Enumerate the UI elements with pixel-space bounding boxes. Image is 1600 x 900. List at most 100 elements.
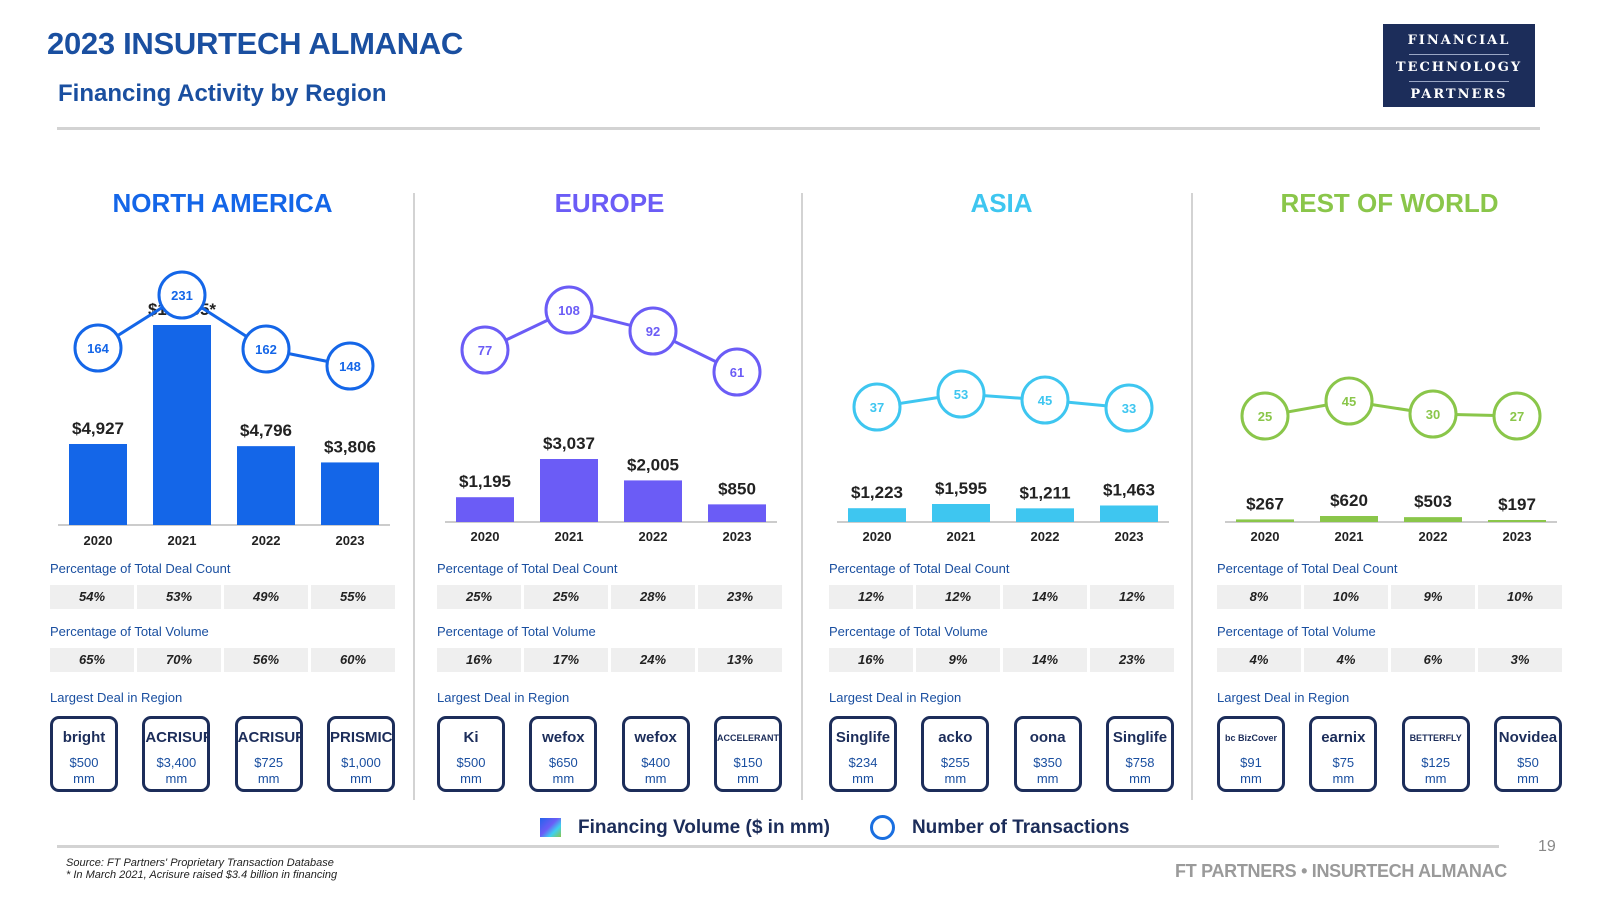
pct-cell: 9% [916,648,1000,672]
region-chart: $267 2020 $620 2021 $503 2022 $197 2023 25 45 30 27 [1225,376,1557,544]
category-label: 2023 [723,529,752,544]
deal-amount: $500 [456,755,486,770]
transactions-marker [1240,391,1290,441]
transactions-count-label: 30 [1426,407,1440,422]
deal-unit: mm [73,771,95,786]
transactions-count-label: 53 [954,387,968,402]
transactions-count-label: 25 [1258,409,1272,424]
transactions-marker [1492,391,1542,441]
deal-count-row: 8% 10% 9% 10% [1217,585,1562,609]
largest-deals: Ki $500 mm wefox $650 mm wefox $400 mm ACCELERANT… [437,716,782,792]
company-logo: Singlife [835,729,891,746]
category-label: 2022 [1419,529,1448,544]
volume-label: Percentage of Total Volume [50,624,209,639]
bar-value-label: $3,037 [543,434,595,453]
deal-card: wefox $650 mm [529,716,598,792]
ft-partners-logo: FINANCIAL TECHNOLOGY PARTNERS [1383,24,1535,107]
pct-cell: 60% [311,648,395,672]
transactions-count-label: 37 [870,400,884,415]
deal-amount: $758 [1125,755,1155,770]
deal-amount: $75 [1332,755,1355,770]
volume-row: 16% 9% 14% 23% [829,648,1174,672]
company-logo: Novidea [1498,729,1558,746]
bar-value-label: $4,927 [72,419,124,438]
column-divider [801,193,803,800]
column-divider [413,193,415,800]
company-logo: bc BizCover [1224,733,1277,743]
volume-swatch-icon [540,818,561,837]
deal-unit: mm [1240,771,1262,786]
pct-cell: 28% [611,585,695,609]
deal-amount: $150 [733,755,763,770]
bar-value-label: $197 [1498,495,1536,514]
pct-cell: 4% [1304,648,1388,672]
deal-count-label: Percentage of Total Deal Count [829,561,1010,576]
header-divider [57,127,1540,130]
transactions-marker [544,285,594,335]
category-label: 2021 [1335,529,1364,544]
region-title: NORTH AMERICA [112,188,333,218]
deal-amount: $400 [641,755,671,770]
deal-amount: $50 [1517,755,1539,770]
pct-cell: 14% [1003,585,1087,609]
deal-unit: mm [1129,771,1151,786]
deal-count-label: Percentage of Total Deal Count [1217,561,1398,576]
bar-value-label: $267 [1246,494,1284,513]
deal-amount: $255 [940,755,970,770]
bar-value-label: $503 [1414,492,1452,511]
deal-card: oona $350 mm [1013,716,1082,792]
transactions-count-label: 45 [1038,393,1052,408]
pct-cell: 6% [1391,648,1475,672]
region-title: ASIA [970,188,1033,218]
volume-row: 4% 4% 6% 3% [1217,648,1562,672]
transactions-marker [460,325,510,375]
company-logo: acko [938,729,973,746]
footer-divider [57,845,1499,848]
category-label: 2020 [863,529,892,544]
footer-brand: FT PARTNERS • INSURTECH ALMANAC [1175,861,1507,881]
logo-line: PARTNERS [1410,87,1508,102]
category-label: 2022 [639,529,668,544]
pct-cell: 4% [1217,648,1301,672]
bar-2023 [1488,520,1546,522]
bar-2020 [1236,519,1294,522]
bar-value-label: $1,463 [1103,480,1155,499]
bar-value-label: $2,005 [627,455,679,474]
company-logo: BETTERFLY [1409,733,1462,743]
pct-cell: 25% [524,585,608,609]
logo-line: FINANCIAL [1407,33,1511,48]
pct-cell: 55% [311,585,395,609]
deal-card: ACCELERANT $150 mm [713,716,782,792]
transactions-marker [325,341,375,391]
page-subtitle: Financing Activity by Region [58,80,387,107]
company-logo: ACRISURE [237,729,300,746]
deal-card: Ki $500 mm [437,716,505,792]
deal-unit: mm [1036,771,1059,786]
transactions-count-label: 45 [1342,394,1356,409]
category-label: 2020 [471,529,500,544]
deal-unit: mm [1332,771,1355,786]
deal-count-row: 54% 53% 49% 55% [50,585,395,609]
deal-card: acko $255 mm [921,716,990,792]
company-logo: PRISMIC [329,729,392,746]
pct-cell: 12% [829,585,913,609]
deal-amount: $1,000 [341,755,381,770]
pct-cell: 53% [137,585,221,609]
transactions-marker [712,347,762,397]
largest-deal-label: Largest Deal in Region [829,690,962,705]
category-label: 2020 [1251,529,1280,544]
company-logo: ACRISURE [145,729,207,746]
bar-2022 [624,480,682,522]
largest-deal-label: Largest Deal in Region [437,690,570,705]
volume-label: Percentage of Total Volume [1217,624,1376,639]
deal-unit: mm [1517,771,1539,786]
transactions-count-label: 77 [478,343,492,358]
deal-amount: $3,400 [156,755,197,770]
source-line: Source: FT Partners' Proprietary Transac… [66,857,334,869]
transactions-marker [1324,376,1374,426]
deal-amount: $500 [69,755,99,770]
deal-card: earnix $75 mm [1309,716,1378,792]
region-chart: $4,9272020$12,165*2021$4,7962022$3,80620… [58,270,390,548]
bar-value-label: $1,211 [1019,483,1070,502]
